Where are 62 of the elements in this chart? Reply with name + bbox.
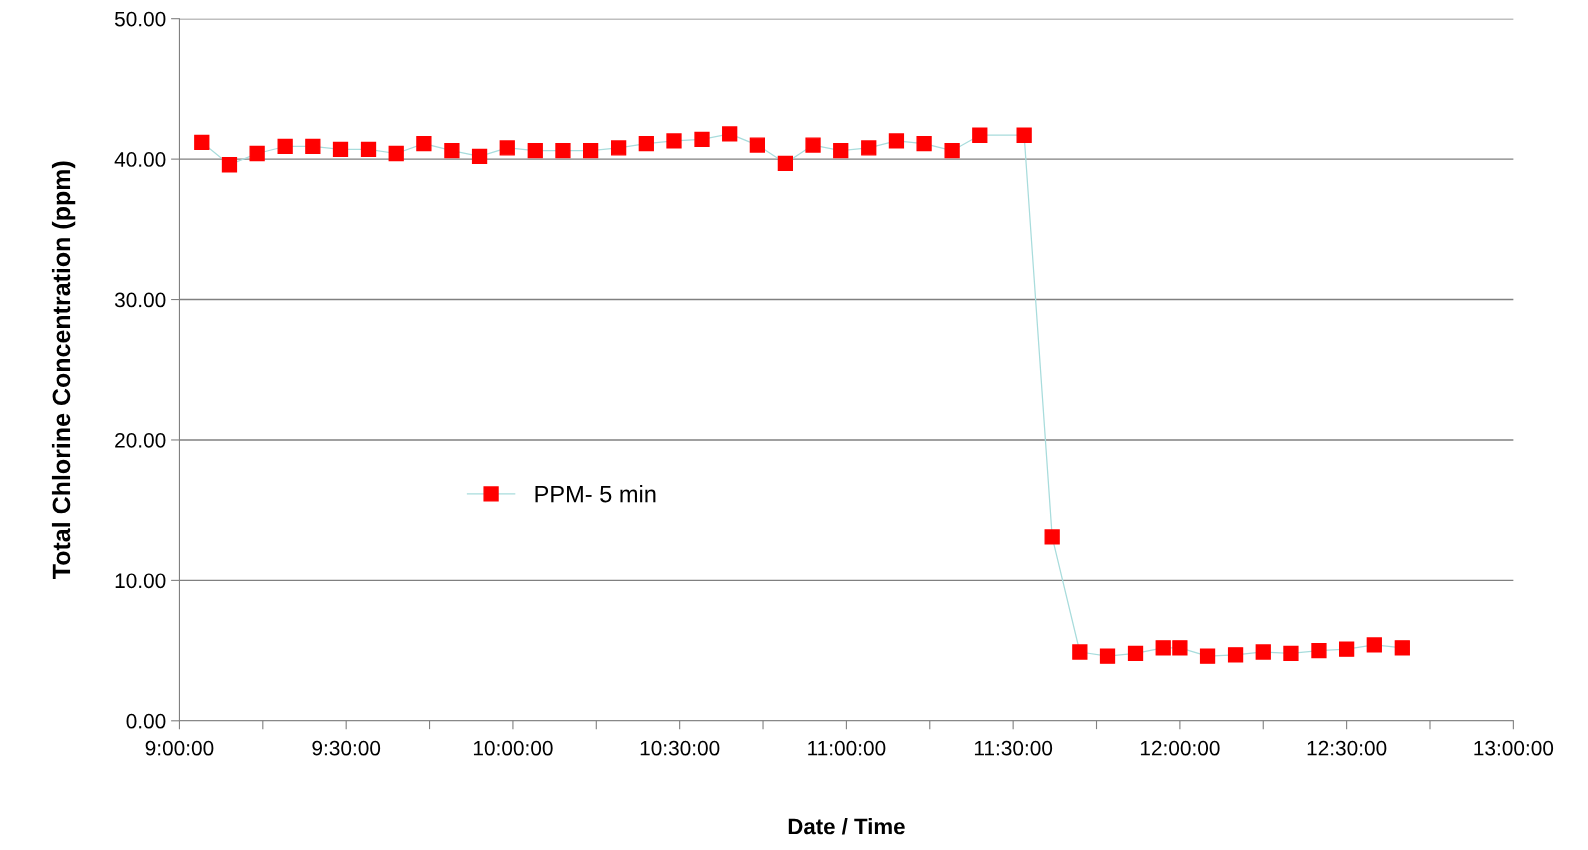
point (833, 143, 849, 159)
point (249, 145, 265, 162)
x-tick-label: 13:00:00 (1474, 740, 1554, 756)
point (555, 143, 571, 159)
point (499, 140, 515, 156)
x-axis-title: Date / Time (788, 818, 905, 835)
point (1016, 127, 1032, 143)
y-axis-title: Total Chlorine Concentration (ppm) (51, 161, 76, 579)
y-tick-label: 50.00 (114, 11, 166, 27)
point (1338, 641, 1355, 657)
point (749, 137, 766, 153)
point (805, 137, 821, 153)
point (1199, 648, 1216, 664)
point (332, 141, 349, 157)
point (1044, 529, 1060, 545)
point (388, 145, 404, 162)
y-tick-label: 30.00 (114, 292, 166, 308)
point (1366, 637, 1382, 653)
point (221, 157, 238, 173)
point (777, 155, 794, 171)
point (1255, 644, 1271, 660)
point (1127, 645, 1144, 662)
point (666, 133, 682, 149)
point (194, 134, 210, 150)
point (1172, 640, 1188, 656)
point (305, 138, 321, 155)
x-tick-label: 10:30:00 (640, 740, 720, 756)
point (1227, 647, 1244, 663)
point (861, 140, 877, 156)
y-tick-label: 10.00 (115, 573, 166, 589)
point (444, 143, 460, 159)
point (610, 140, 627, 156)
point (694, 131, 710, 148)
point (1099, 648, 1116, 664)
point (471, 148, 488, 164)
x-tick-label: 9:30:00 (312, 740, 381, 756)
x-tick-label: 11:30:00 (974, 740, 1053, 756)
point (916, 136, 932, 152)
point (722, 126, 738, 142)
x-tick-label: 11:00:00 (808, 740, 886, 756)
point (972, 127, 988, 143)
point (527, 143, 543, 159)
y-tick-label: 0.00 (126, 713, 166, 729)
point (582, 143, 599, 159)
point (1394, 640, 1410, 656)
point (944, 143, 960, 159)
y-tick-label: 20.00 (115, 432, 166, 448)
point (888, 133, 905, 149)
point (416, 136, 432, 152)
point (638, 136, 654, 152)
point (1311, 642, 1327, 659)
x-tick-label: 10:00:00 (473, 740, 553, 756)
x-tick-label: 12:00:00 (1140, 740, 1220, 756)
legend-label: PPM- 5 min (535, 485, 656, 503)
point (277, 138, 293, 155)
x-tick-label: 9:00:00 (145, 740, 214, 756)
point (1283, 645, 1299, 662)
x-tick-label: 12:30:00 (1307, 740, 1387, 756)
point (360, 141, 377, 157)
y-tick-label: 40.00 (114, 152, 166, 167)
point (1155, 640, 1171, 656)
point (1072, 644, 1088, 660)
